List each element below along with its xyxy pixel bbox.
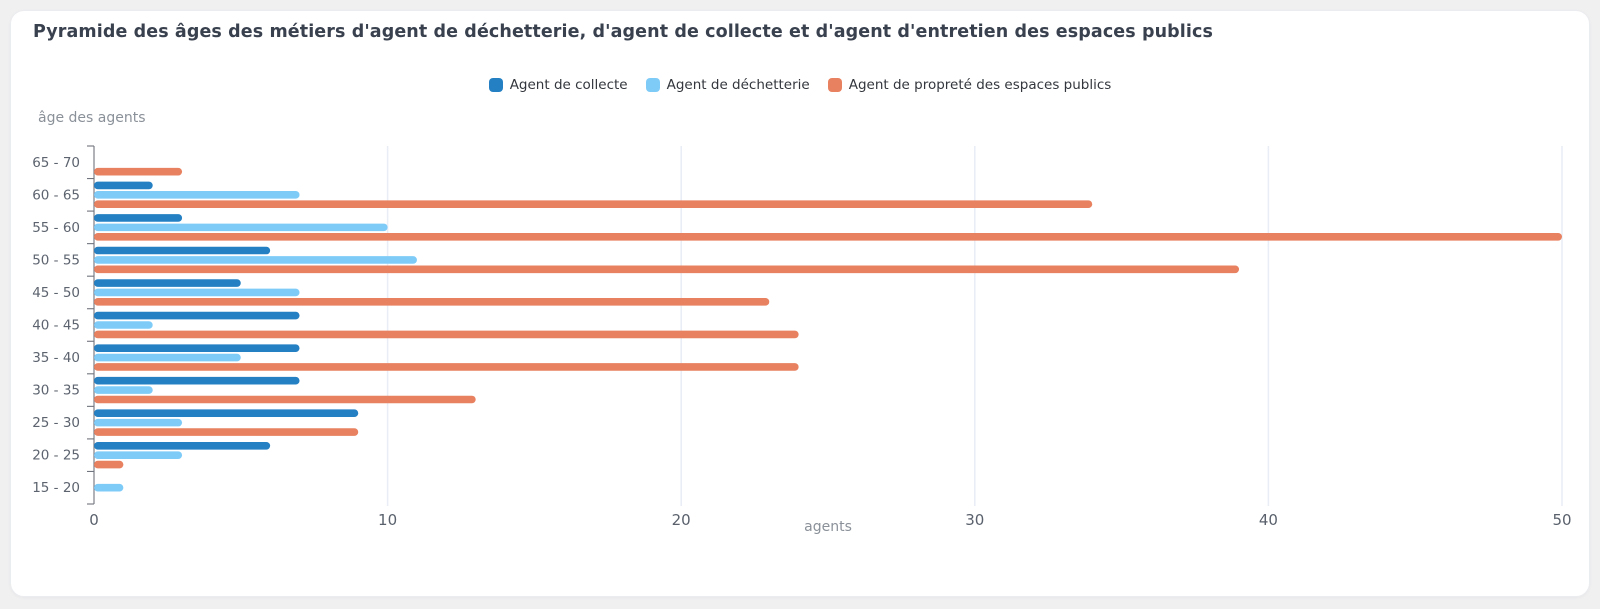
- legend-swatch-icon: [645, 78, 660, 92]
- bar[interactable]: [94, 214, 183, 222]
- bar[interactable]: [94, 344, 300, 352]
- bar[interactable]: [94, 181, 153, 190]
- bar[interactable]: [94, 386, 153, 394]
- bar[interactable]: [94, 191, 300, 199]
- bar[interactable]: [94, 200, 1093, 209]
- bar[interactable]: [94, 265, 1240, 274]
- legend-item-1[interactable]: Agent de déchetterie: [645, 77, 810, 93]
- bar[interactable]: [94, 223, 388, 232]
- x-tick-label: 40: [1259, 511, 1278, 529]
- legend-item-0[interactable]: Agent de collecte: [488, 77, 628, 93]
- legend-item-2[interactable]: Agent de propreté des espaces publics: [827, 77, 1112, 93]
- bar[interactable]: [94, 321, 153, 329]
- bar[interactable]: [94, 441, 271, 450]
- legend: Agent de collecte Agent de déchetterie Age…: [0, 77, 1600, 93]
- x-tick-label: 20: [672, 511, 691, 529]
- bar[interactable]: [94, 288, 300, 297]
- category-label: 20 - 25: [32, 448, 80, 464]
- legend-item-label: Agent de déchetterie: [666, 77, 810, 93]
- bar[interactable]: [94, 232, 1562, 241]
- bar[interactable]: [94, 483, 124, 492]
- bar[interactable]: [94, 279, 241, 287]
- category-label: 35 - 40: [32, 350, 80, 366]
- bar[interactable]: [94, 376, 300, 385]
- legend-swatch-icon: [827, 78, 842, 92]
- legend-item-label: Agent de collecte: [509, 77, 628, 93]
- category-label: 40 - 45: [32, 318, 80, 334]
- category-label: 15 - 20: [32, 480, 80, 496]
- category-label: 25 - 30: [32, 415, 80, 431]
- legend-item-label: Agent de propreté des espaces publics: [848, 77, 1112, 93]
- category-label: 50 - 55: [32, 252, 80, 268]
- bar[interactable]: [94, 298, 770, 306]
- x-tick-label: 10: [378, 511, 397, 529]
- x-axis-title: agents: [804, 519, 852, 535]
- category-label: 55 - 60: [32, 220, 80, 236]
- bar[interactable]: [94, 167, 183, 176]
- bar[interactable]: [94, 451, 183, 459]
- category-label: 65 - 70: [32, 155, 80, 171]
- category-label: 30 - 35: [32, 383, 80, 399]
- bar[interactable]: [94, 460, 124, 469]
- chart-title: Pyramide des âges des métiers d'agent de…: [33, 22, 1213, 42]
- bar[interactable]: [94, 353, 241, 362]
- bar[interactable]: [94, 330, 799, 339]
- x-tick-label: 30: [965, 511, 984, 529]
- bar[interactable]: [94, 395, 476, 404]
- bar[interactable]: [94, 418, 183, 427]
- y-axis-title: âge des agents: [38, 110, 146, 126]
- bar[interactable]: [94, 246, 271, 255]
- bar[interactable]: [94, 363, 799, 371]
- category-label: 45 - 50: [32, 285, 80, 301]
- bar[interactable]: [94, 311, 300, 320]
- x-tick-label: 0: [89, 511, 99, 529]
- legend-swatch-icon: [488, 78, 503, 92]
- bar[interactable]: [94, 256, 417, 264]
- x-tick-label: 50: [1552, 511, 1571, 529]
- category-label: 60 - 65: [32, 187, 80, 203]
- bar[interactable]: [94, 409, 359, 418]
- bar[interactable]: [94, 428, 359, 436]
